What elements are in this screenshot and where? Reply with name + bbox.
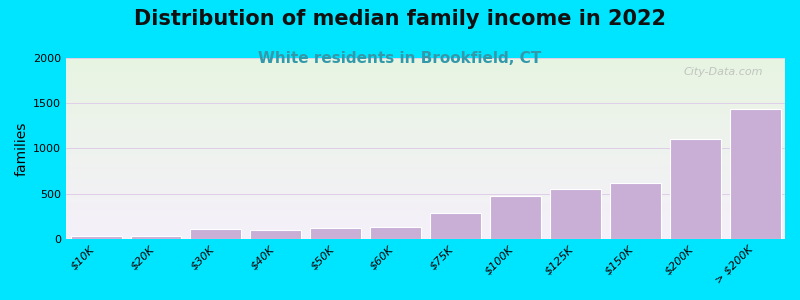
Bar — [370, 227, 421, 239]
Bar — [250, 230, 302, 239]
Text: Distribution of median family income in 2022: Distribution of median family income in … — [134, 9, 666, 29]
Bar — [730, 109, 781, 239]
Y-axis label: families: families — [15, 121, 29, 176]
Bar — [490, 196, 541, 239]
Bar — [430, 213, 481, 239]
Text: City-Data.com: City-Data.com — [684, 67, 763, 77]
Bar — [70, 236, 122, 239]
Bar — [130, 236, 182, 239]
Bar — [190, 229, 242, 239]
Text: White residents in Brookfield, CT: White residents in Brookfield, CT — [258, 51, 542, 66]
Bar — [310, 228, 361, 239]
Bar — [670, 139, 721, 239]
Bar — [550, 188, 601, 239]
Bar — [610, 183, 661, 239]
